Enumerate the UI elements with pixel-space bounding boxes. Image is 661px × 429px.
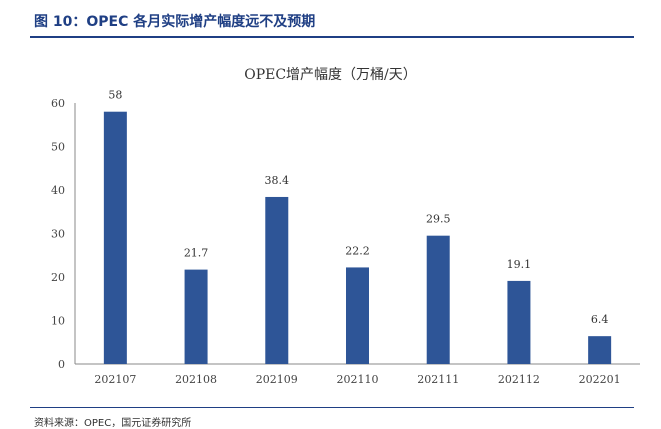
data-label-202201: 6.4 xyxy=(591,313,609,326)
bottom-rule xyxy=(30,407,634,408)
y-tick-label: 40 xyxy=(51,184,65,197)
x-tick-label-202108: 202108 xyxy=(175,373,217,386)
x-tick-label-202111: 202111 xyxy=(417,373,459,386)
data-labels: 58 21.7 38.4 22.2 29.5 19.1 6.4 xyxy=(108,89,608,326)
x-tick-label-202110: 202110 xyxy=(337,373,379,386)
bar-202111 xyxy=(426,235,450,364)
bar-202107 xyxy=(103,111,127,364)
chart-title: OPEC增产幅度（万桶/天） xyxy=(244,67,417,83)
data-label-202109: 38.4 xyxy=(265,174,290,187)
bar-202108 xyxy=(184,269,208,364)
x-tick-label-202109: 202109 xyxy=(256,373,298,386)
y-tick-label: 10 xyxy=(51,315,65,328)
x-tick-labels: 202107 202108 202109 202110 202111 202112 2022… xyxy=(94,373,620,386)
data-label-202108: 21.7 xyxy=(184,247,209,260)
bar-202109 xyxy=(265,196,289,364)
top-rule xyxy=(30,36,634,38)
data-label-202111: 29.5 xyxy=(426,213,451,226)
y-tick-label: 60 xyxy=(51,97,65,110)
source-note: 资料来源：OPEC，国元证券研究所 xyxy=(34,418,192,429)
data-label-202110: 22.2 xyxy=(345,244,370,257)
bar-202112 xyxy=(507,280,531,364)
y-tick-label: 30 xyxy=(51,228,65,241)
y-tick-label: 20 xyxy=(51,271,65,284)
bar-202110 xyxy=(346,267,369,364)
x-tick-label-202201: 202201 xyxy=(579,373,621,386)
y-tick-label: 0 xyxy=(58,358,65,371)
x-tick-label-202112: 202112 xyxy=(498,373,540,386)
bars xyxy=(103,111,612,364)
y-tick-labels: 0 10 20 30 40 50 60 xyxy=(51,97,65,371)
figure-title: 图 10：OPEC 各月实际增产幅度远不及预期 xyxy=(34,14,316,30)
figure-header: 图 10：OPEC 各月实际增产幅度远不及预期 xyxy=(0,0,661,36)
chart-area: OPEC增产幅度（万桶/天） 0 10 20 30 40 50 60 58 21.7 38.4 2… xyxy=(0,40,661,400)
data-label-202112: 19.1 xyxy=(507,258,532,271)
bar-202201 xyxy=(588,336,612,364)
x-tick-label-202107: 202107 xyxy=(94,373,136,386)
y-tick-label: 50 xyxy=(51,141,65,154)
data-label-202107: 58 xyxy=(108,89,122,102)
